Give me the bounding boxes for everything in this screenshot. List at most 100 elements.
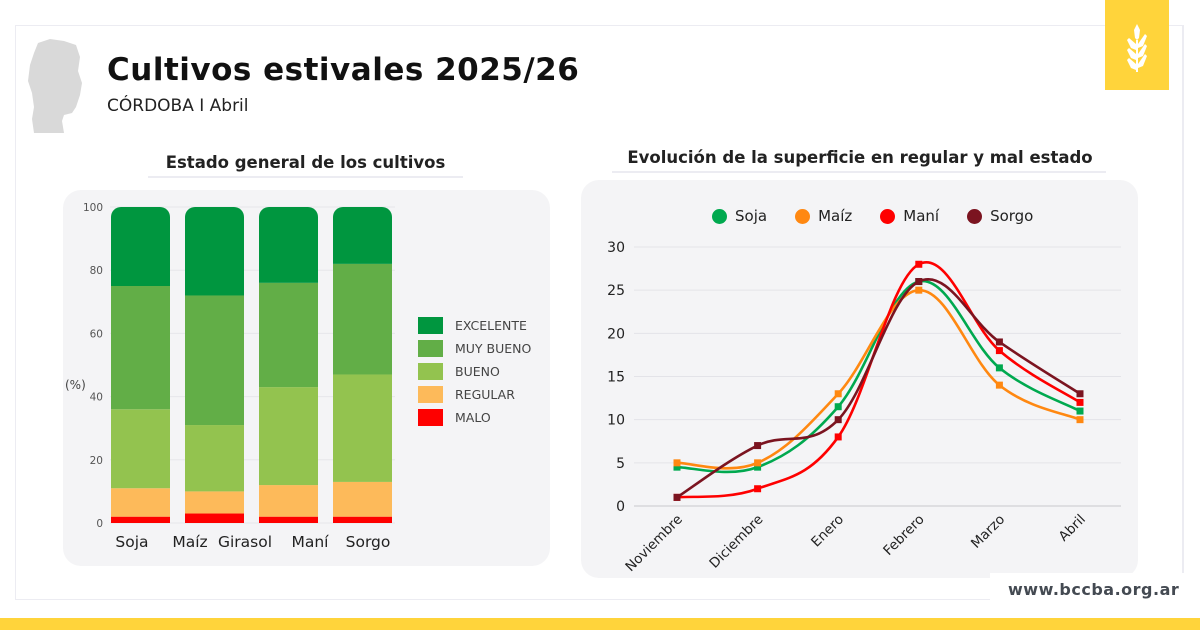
legend-item-muy-bueno: MUY BUENO <box>418 337 531 360</box>
series-line <box>676 288 1081 470</box>
legend-item-excelente: EXCELENTE <box>418 314 531 337</box>
bar-chart-legend: EXCELENTE MUY BUENO BUENO REGULAR MALO <box>418 314 531 429</box>
data-point <box>915 286 923 294</box>
line-x-tick-label: Marzo <box>968 512 1008 552</box>
footer-url: www.bccba.org.ar <box>1008 580 1180 599</box>
line-y-tick-label: 20 <box>607 326 625 342</box>
bar-segment-muy_bueno <box>111 286 170 410</box>
data-point <box>1076 390 1084 398</box>
data-point <box>995 347 1003 355</box>
legend-swatch-muy-bueno <box>418 340 443 357</box>
legend-item-sorgo: Sorgo <box>967 207 1033 225</box>
bar-segment-malo <box>185 513 244 523</box>
footer-gap <box>990 573 1190 603</box>
data-point <box>915 260 923 268</box>
stacked-bar <box>259 207 318 523</box>
data-point <box>754 442 762 450</box>
bar-y-tick-label: 20 <box>90 455 103 467</box>
legend-dot-mani <box>880 208 896 224</box>
legend-swatch-bueno <box>418 363 443 380</box>
line-y-tick-label: 0 <box>616 499 625 515</box>
legend-label: Maní <box>903 207 940 225</box>
page-subtitle: CÓRDOBA I Abril <box>107 96 249 116</box>
bar-segment-excelente <box>185 207 244 296</box>
stacked-bar <box>111 207 170 523</box>
data-point <box>834 403 842 411</box>
bar-segment-muy_bueno <box>259 282 318 388</box>
line-y-tick-label: 30 <box>607 240 625 256</box>
bar-segment-muy_bueno <box>333 263 392 375</box>
line-chart-title: Evolución de la superficie en regular y … <box>627 148 1093 167</box>
series-line <box>676 278 1081 499</box>
line-x-tick-label: Febrero <box>880 512 927 559</box>
line-series-sorgo <box>673 278 1084 501</box>
stacked-bar <box>333 207 392 523</box>
legend-item-maiz: Maíz <box>795 207 852 225</box>
bar-segment-bueno <box>185 425 244 492</box>
content-frame <box>15 25 1183 600</box>
legend-item-mani: Maní <box>880 207 939 225</box>
bar-chart: 0 20 40 60 80 100 Soja Maíz Girasol Maní Sorgo (%… <box>65 202 395 551</box>
data-point <box>834 390 842 398</box>
bar-x-tick-label: Girasol <box>218 533 272 551</box>
legend-item-regular: REGULAR <box>418 383 531 406</box>
line-chart: 0 5 10 15 20 25 30 Noviembre Diciembre Enero Febr… <box>607 240 1121 575</box>
line-y-tick-label: 25 <box>607 283 625 299</box>
bar-chart-title-underline <box>148 176 463 178</box>
legend-label: MUY BUENO <box>455 341 532 356</box>
legend-swatch-excelente <box>418 317 443 334</box>
line-x-tick-label: Diciembre <box>706 512 766 572</box>
wheat-icon <box>1127 24 1147 72</box>
legend-swatch-malo <box>418 409 443 426</box>
data-point <box>673 459 681 467</box>
bar-y-tick-label: 60 <box>90 328 103 340</box>
line-x-tick-label: Abril <box>1056 512 1089 545</box>
frame-right-edge <box>1182 25 1184 573</box>
legend-label: MALO <box>455 410 491 425</box>
line-y-tick-label: 15 <box>607 370 625 386</box>
bar-segment-bueno <box>111 409 170 489</box>
bar-segment-bueno <box>333 374 392 482</box>
data-point <box>673 493 681 501</box>
bar-segment-regular <box>111 488 170 517</box>
bar-segment-bueno <box>259 387 318 486</box>
logo-badge <box>1105 0 1169 90</box>
data-point <box>1076 416 1084 424</box>
data-point <box>1076 407 1084 415</box>
data-point <box>1076 398 1084 406</box>
bar-segment-excelente <box>111 207 170 286</box>
legend-label: Soja <box>735 207 768 225</box>
bar-x-tick-label: Maní <box>291 533 329 551</box>
legend-dot-sorgo <box>967 208 983 224</box>
legend-label: Sorgo <box>990 207 1034 225</box>
data-point <box>834 433 842 441</box>
line-x-tick-label: Enero <box>808 512 847 551</box>
legend-item-malo: MALO <box>418 406 531 429</box>
data-point <box>834 416 842 424</box>
line-y-tick-label: 5 <box>616 456 625 472</box>
legend-item-soja: Soja <box>712 207 767 225</box>
legend-item-bueno: BUENO <box>418 360 531 383</box>
bar-segment-muy_bueno <box>185 295 244 426</box>
line-y-tick-label: 10 <box>607 413 625 429</box>
line-series-mani <box>673 260 1084 501</box>
bar-chart-title: Estado general de los cultivos <box>165 153 446 172</box>
bar-y-tick-label: 40 <box>90 392 103 404</box>
bar-segment-excelente <box>333 207 392 264</box>
series-line <box>676 260 1081 499</box>
bar-segment-malo <box>111 516 170 523</box>
bar-x-tick-label: Maíz <box>172 533 207 551</box>
footer-bar <box>0 618 1200 630</box>
line-x-tick-label: Noviembre <box>622 512 685 575</box>
data-point <box>673 463 681 471</box>
data-point <box>754 485 762 493</box>
bar-y-tick-label: 0 <box>96 518 103 530</box>
legend-label: REGULAR <box>455 387 515 402</box>
bar-y-tick-label: 80 <box>90 265 103 277</box>
bar-y-axis-label: (%) <box>65 378 86 392</box>
page-title: Cultivos estivales 2025/26 <box>107 52 580 88</box>
bar-x-tick-label: Sorgo <box>346 533 391 551</box>
bar-segment-malo <box>333 516 392 523</box>
data-point <box>995 364 1003 372</box>
bar-x-tick-label: Soja <box>115 533 148 551</box>
